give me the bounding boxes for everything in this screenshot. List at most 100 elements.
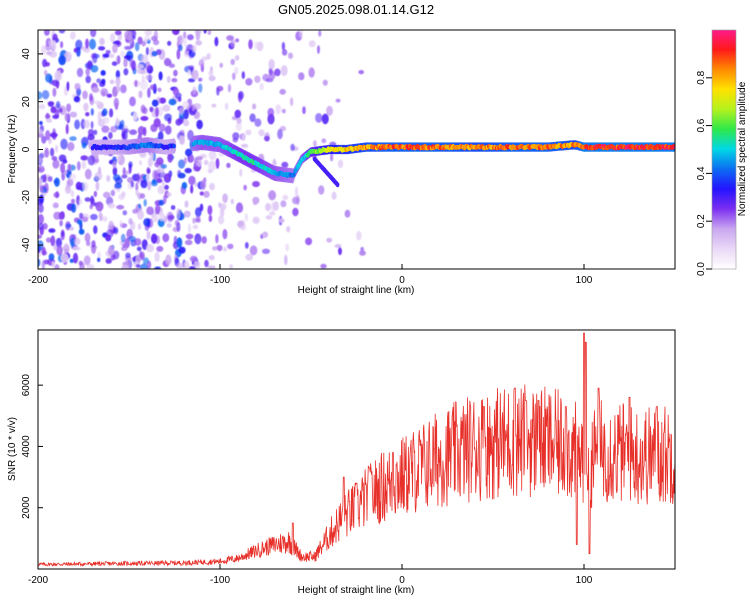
noise-blob bbox=[38, 258, 41, 267]
noise-blob bbox=[42, 223, 48, 230]
noise-blob bbox=[56, 245, 63, 256]
noise-blob bbox=[208, 160, 216, 172]
colorbar-band bbox=[712, 181, 736, 184]
colorbar-band bbox=[712, 199, 736, 202]
noise-blob bbox=[176, 48, 181, 60]
noise-blob bbox=[157, 131, 164, 142]
noise-blob bbox=[164, 184, 169, 190]
noise-blob bbox=[69, 258, 75, 263]
noise-blob bbox=[43, 173, 47, 183]
noise-blob bbox=[100, 70, 106, 76]
noise-blob bbox=[47, 176, 53, 182]
noise-blob bbox=[344, 209, 351, 218]
noise-blob bbox=[158, 123, 166, 132]
noise-blob bbox=[184, 200, 189, 208]
x-tick-label: -100 bbox=[210, 275, 230, 286]
noise-blob bbox=[95, 181, 100, 191]
noise-blob bbox=[102, 108, 108, 116]
colorbar-band bbox=[712, 161, 736, 165]
noise-blob bbox=[113, 227, 119, 234]
noise-blob bbox=[199, 191, 204, 196]
colorbar-band bbox=[712, 95, 736, 99]
colorbar-band bbox=[712, 167, 736, 171]
colorbar-band bbox=[712, 177, 736, 180]
noise-blob bbox=[244, 213, 249, 222]
colorbar-band bbox=[712, 241, 736, 244]
colorbar-band bbox=[712, 149, 736, 153]
noise-blob bbox=[259, 82, 264, 91]
noise-blob bbox=[139, 160, 142, 165]
noise-blob bbox=[183, 210, 191, 218]
noise-blob bbox=[143, 199, 147, 207]
noise-blob bbox=[50, 147, 55, 157]
noise-blob bbox=[137, 209, 144, 220]
noise-blob bbox=[234, 55, 240, 61]
colorbar-band bbox=[712, 51, 736, 55]
noise-blob bbox=[203, 30, 207, 34]
noise-blob bbox=[258, 129, 265, 137]
noise-blob bbox=[147, 180, 152, 191]
noise-blob bbox=[81, 142, 87, 149]
snr-x-label: Height of straight line (km) bbox=[298, 585, 415, 596]
x-tick-label: 0 bbox=[399, 575, 405, 586]
noise-blob bbox=[281, 42, 286, 51]
noise-blob bbox=[224, 102, 229, 110]
noise-blob bbox=[216, 85, 224, 92]
noise-blob bbox=[138, 203, 141, 209]
noise-blob bbox=[137, 223, 142, 230]
noise-blob bbox=[264, 135, 270, 142]
snr-series-line bbox=[38, 332, 675, 568]
noise-blob bbox=[183, 157, 187, 165]
noise-blob bbox=[262, 73, 270, 82]
noise-blob bbox=[121, 264, 130, 269]
colorbar-band bbox=[712, 235, 736, 238]
spectrogram-y-label: Frequency (Hz) bbox=[7, 115, 18, 184]
noise-blob bbox=[149, 106, 154, 113]
colorbar-band bbox=[712, 221, 736, 224]
noise-blob bbox=[152, 169, 158, 181]
colorbar-band bbox=[712, 129, 736, 133]
noise-blob bbox=[125, 252, 131, 259]
noise-blob bbox=[131, 60, 136, 71]
y-tick-label: 6000 bbox=[21, 374, 32, 397]
noise-blob bbox=[269, 211, 276, 216]
noise-blob bbox=[155, 106, 159, 118]
noise-blob bbox=[124, 237, 130, 249]
noise-blob bbox=[38, 223, 44, 230]
colorbar-band bbox=[712, 49, 736, 53]
noise-blob bbox=[359, 250, 366, 256]
noise-blob bbox=[114, 30, 122, 36]
noise-blob bbox=[61, 231, 65, 237]
x-tick-label: 0 bbox=[399, 275, 405, 286]
colorbar-band bbox=[712, 99, 736, 103]
noise-blob bbox=[137, 126, 145, 136]
noise-blob bbox=[48, 228, 56, 233]
colorbar-band bbox=[712, 41, 736, 45]
noise-blob bbox=[53, 243, 57, 251]
noise-blob bbox=[142, 107, 148, 115]
noise-blob bbox=[52, 87, 57, 97]
noise-blob bbox=[183, 31, 187, 39]
noise-blob bbox=[192, 86, 197, 95]
noise-blob bbox=[72, 246, 81, 251]
colorbar-band bbox=[712, 251, 736, 254]
colorbar-band bbox=[712, 35, 736, 39]
noise-blob bbox=[188, 78, 196, 83]
noise-blob bbox=[269, 70, 276, 81]
noise-blob bbox=[177, 34, 184, 46]
noise-blob bbox=[76, 204, 80, 209]
noise-blob bbox=[49, 75, 53, 85]
noise-blob bbox=[110, 33, 116, 43]
noise-blob bbox=[108, 131, 113, 140]
noise-blob bbox=[204, 259, 209, 268]
colorbar-band bbox=[712, 189, 736, 192]
noise-blob bbox=[281, 49, 288, 56]
noise-blob bbox=[111, 61, 118, 66]
noise-blob bbox=[240, 143, 249, 148]
noise-blob bbox=[59, 220, 63, 227]
noise-blob bbox=[146, 230, 151, 240]
noise-blob bbox=[182, 101, 190, 109]
spectrogram-marks bbox=[38, 30, 675, 269]
colorbar-band bbox=[712, 69, 736, 73]
noise-blob bbox=[106, 175, 111, 182]
